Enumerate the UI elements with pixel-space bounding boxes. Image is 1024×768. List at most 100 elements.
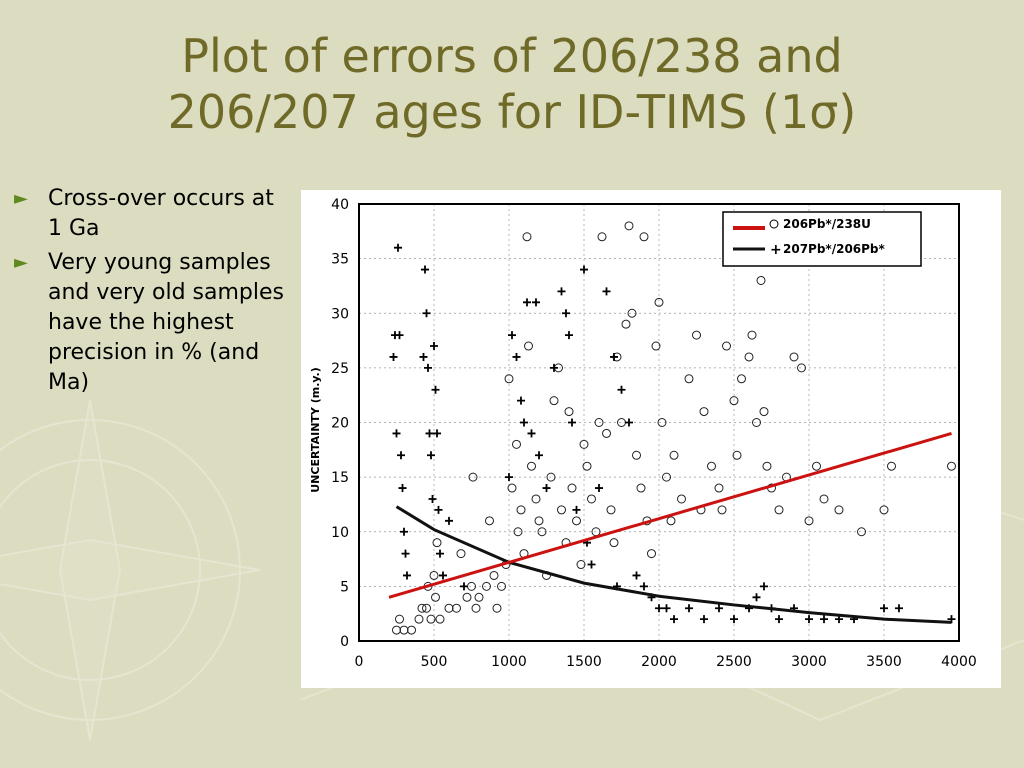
chart-grid xyxy=(359,204,959,641)
bullet-text-2: Very young samples and very old samples … xyxy=(48,250,284,395)
bullet-item-2: ► Very young samples and very old samples… xyxy=(14,248,286,398)
data-point-circle xyxy=(407,625,416,635)
data-point-plus xyxy=(632,571,641,580)
data-point-plus xyxy=(460,582,468,591)
data-point-plus xyxy=(505,473,513,482)
data-point-circle xyxy=(579,439,589,449)
data-point-circle xyxy=(462,592,472,602)
data-point-circle xyxy=(429,570,439,580)
data-point-plus xyxy=(425,429,434,438)
data-point-plus xyxy=(403,571,411,580)
data-point-circle xyxy=(527,461,536,471)
data-point-circle xyxy=(609,538,619,548)
data-point-plus xyxy=(424,363,432,372)
data-point-circle xyxy=(392,625,401,635)
data-point-circle xyxy=(444,603,454,613)
y-tick-label: 35 xyxy=(331,252,349,268)
data-point-circle xyxy=(432,538,442,548)
data-point-plus xyxy=(730,615,738,624)
data-point-plus xyxy=(421,265,429,274)
legend-box xyxy=(722,211,922,267)
data-point-plus xyxy=(820,615,828,624)
uncertainty-scatter-chart: 0 500 1000 1500 2000 2500 3000 3500 4000 0 5 10 15 2… xyxy=(309,197,977,670)
data-point-circle xyxy=(537,527,547,537)
data-point-plus xyxy=(389,352,398,361)
data-point-plus xyxy=(508,331,516,340)
data-point-circle xyxy=(797,363,806,373)
data-point-circle xyxy=(789,352,799,362)
data-point-circle xyxy=(557,505,566,515)
data-point-plus xyxy=(394,243,402,252)
data-point-plus xyxy=(568,418,576,427)
y-tick-label: 0 xyxy=(340,634,349,650)
data-point-plus xyxy=(532,298,540,307)
data-point-circle xyxy=(756,275,766,285)
trendline-207-206 xyxy=(395,505,952,624)
y-tick-label: 20 xyxy=(331,416,349,432)
data-point-plus xyxy=(430,342,438,351)
trendline-206-238 xyxy=(388,431,952,599)
data-point-circle xyxy=(654,297,664,307)
data-point-circle xyxy=(567,483,577,493)
data-point-circle xyxy=(546,472,556,482)
data-point-plus xyxy=(775,615,783,624)
triangle-right-icon: ► xyxy=(14,188,28,209)
data-point-circle xyxy=(524,341,533,351)
data-point-plus xyxy=(752,593,761,602)
x-tick-label: 3000 xyxy=(791,654,827,670)
data-point-circle xyxy=(627,308,637,318)
legend-label-206-238: 206Pb*/238U xyxy=(783,217,871,231)
data-point-circle xyxy=(752,418,761,427)
data-point-circle xyxy=(468,472,478,482)
data-point-circle xyxy=(516,505,526,515)
page-title: Plot of errors of 206/238 and 206/207 ag… xyxy=(0,28,1024,140)
y-tick-label: 30 xyxy=(331,306,349,322)
data-point-circle xyxy=(594,418,604,427)
y-tick-label: 25 xyxy=(331,361,349,377)
data-point-circle xyxy=(666,516,676,526)
y-tick-label: 10 xyxy=(331,525,349,541)
data-point-circle xyxy=(513,527,523,537)
data-point-circle xyxy=(549,396,559,406)
data-point-circle xyxy=(632,450,641,460)
bullet-text-1: Cross-over occurs at 1 Ga xyxy=(48,186,274,241)
data-point-circle xyxy=(699,407,709,417)
data-point-circle xyxy=(422,603,431,613)
data-point-circle xyxy=(647,549,656,559)
data-point-plus xyxy=(419,352,428,361)
data-point-plus xyxy=(565,331,573,340)
data-point-plus xyxy=(445,516,453,525)
triangle-right-icon: ► xyxy=(14,252,28,273)
data-point-circle xyxy=(762,461,772,471)
data-point-plus xyxy=(662,604,671,613)
data-point-circle xyxy=(602,428,611,438)
data-point-circle xyxy=(947,461,956,471)
data-point-circle xyxy=(812,461,821,471)
x-tick-label: 0 xyxy=(355,654,364,670)
y-tick-label: 40 xyxy=(331,197,349,213)
x-tick-label: 4000 xyxy=(941,654,977,670)
data-point-circle xyxy=(395,614,404,624)
data-point-plus xyxy=(602,287,611,296)
data-point-plus xyxy=(434,505,443,514)
data-point-circle xyxy=(426,614,436,624)
data-point-plus xyxy=(427,451,435,460)
data-point-circle xyxy=(677,494,686,504)
data-point-circle xyxy=(737,374,746,384)
data-point-circle xyxy=(485,516,494,526)
data-point-circle xyxy=(692,330,701,340)
data-point-circle xyxy=(879,505,889,515)
legend-label-207-206: 207Pb*/206Pb* xyxy=(783,242,886,256)
y-tick-label: 15 xyxy=(331,470,349,486)
data-point-circle xyxy=(512,439,521,449)
data-point-plus xyxy=(572,505,581,514)
data-point-circle xyxy=(572,516,581,526)
data-point-plus xyxy=(610,352,618,361)
data-point-plus xyxy=(617,385,626,394)
data-point-circle xyxy=(717,505,727,515)
data-point-plus xyxy=(395,331,404,340)
data-point-plus xyxy=(542,484,551,493)
data-point-circle xyxy=(399,625,409,635)
data-point-circle xyxy=(819,494,829,504)
